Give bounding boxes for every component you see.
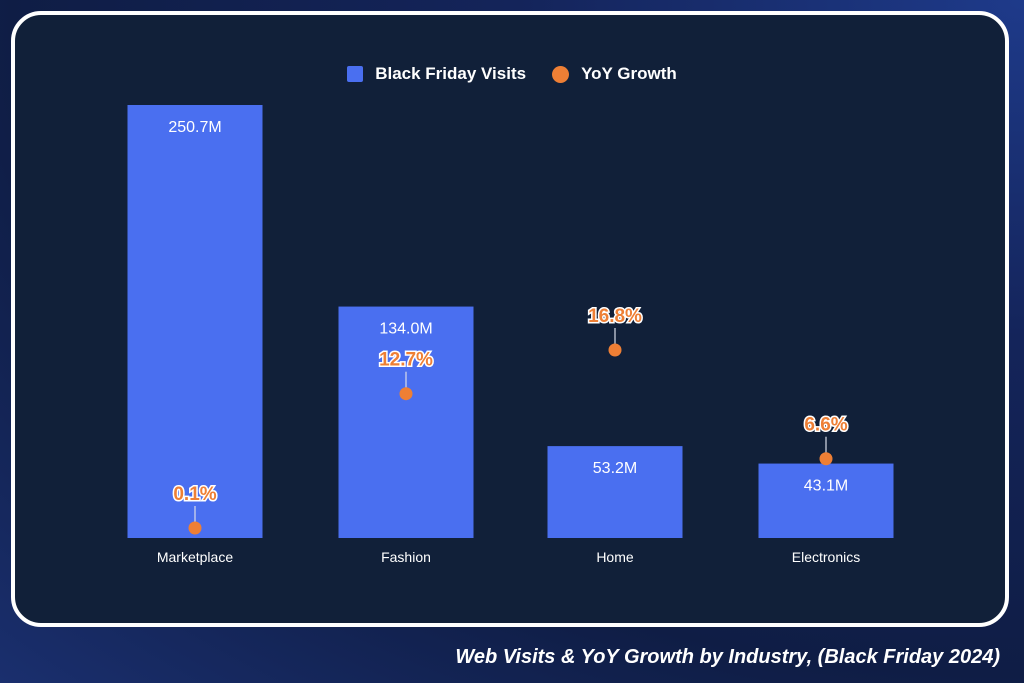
category-label-marketplace: Marketplace [157, 549, 233, 565]
bar-label-home: 53.2M [593, 460, 637, 477]
legend-swatch-visits [347, 66, 364, 82]
legend-swatch-growth [552, 65, 570, 83]
bar-fashion [338, 306, 474, 538]
category-label-home: Home [596, 549, 634, 565]
bar-label-fashion: 134.0M [379, 321, 432, 338]
legend-label-visits: Black Friday Visits [375, 64, 527, 83]
legend-label-growth: YoY Growth [581, 64, 677, 83]
bar-marketplace [127, 105, 263, 538]
category-label-electronics: Electronics [792, 549, 860, 565]
growth-label-home: 16.8% [588, 306, 642, 327]
chart-caption: Web Visits & YoY Growth by Industry, (Bl… [455, 646, 1000, 668]
bar-electronics [758, 463, 894, 538]
growth-point-home [608, 343, 622, 357]
growth-label-electronics: 6.6% [804, 415, 847, 436]
legend-item-visits: Black Friday Visits [347, 64, 526, 84]
growth-point-marketplace [188, 521, 202, 535]
growth-point-fashion [399, 387, 413, 401]
category-label-fashion: Fashion [381, 549, 431, 565]
growth-label-fashion: 12.7% [379, 350, 433, 371]
growth-label-marketplace: 0.1% [173, 484, 216, 505]
bar-label-electronics: 43.1M [804, 478, 848, 495]
chart-legend: Black Friday Visits YoY Growth [0, 64, 1024, 84]
bar-label-marketplace: 250.7M [168, 119, 221, 136]
legend-item-growth: YoY Growth [552, 64, 677, 84]
growth-point-electronics [819, 452, 833, 466]
bar-home [547, 446, 683, 538]
